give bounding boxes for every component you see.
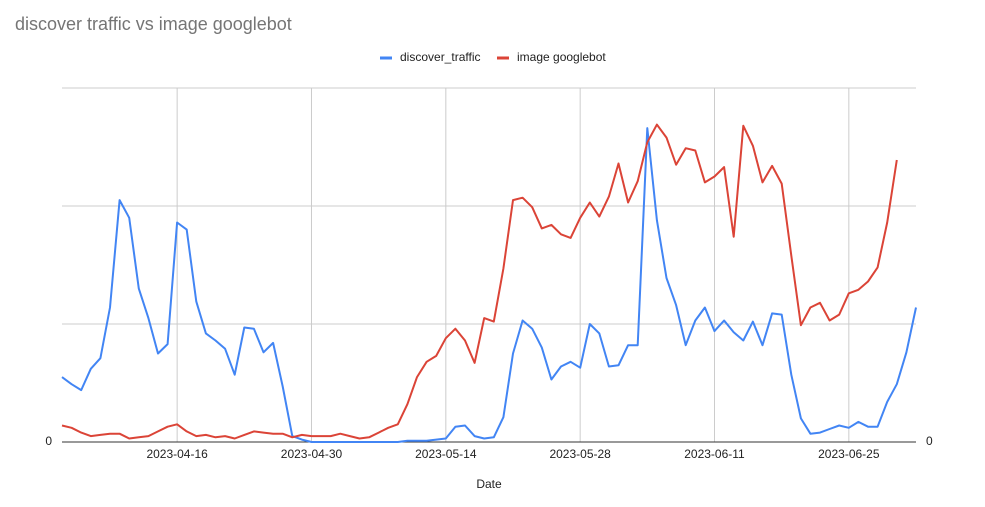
y2-tick-label: 0 bbox=[926, 434, 933, 448]
x-tick-label: 2023-04-16 bbox=[146, 447, 208, 461]
chart-title: discover traffic vs image googlebot bbox=[15, 14, 292, 34]
line-series bbox=[61, 127, 917, 443]
x-tick-label: 2023-06-11 bbox=[684, 447, 745, 461]
line-series bbox=[61, 123, 898, 440]
legend-label: discover_traffic bbox=[400, 50, 480, 64]
x-tick-label: 2023-06-25 bbox=[818, 447, 880, 461]
x-tick-label: 2023-04-30 bbox=[281, 447, 343, 461]
x-tick-label: 2023-05-14 bbox=[415, 447, 477, 461]
y-tick-label: 0 bbox=[45, 434, 52, 448]
legend-label: image googlebot bbox=[517, 50, 606, 64]
x-axis-label: Date bbox=[476, 477, 502, 491]
x-tick-label: 2023-05-28 bbox=[549, 447, 611, 461]
